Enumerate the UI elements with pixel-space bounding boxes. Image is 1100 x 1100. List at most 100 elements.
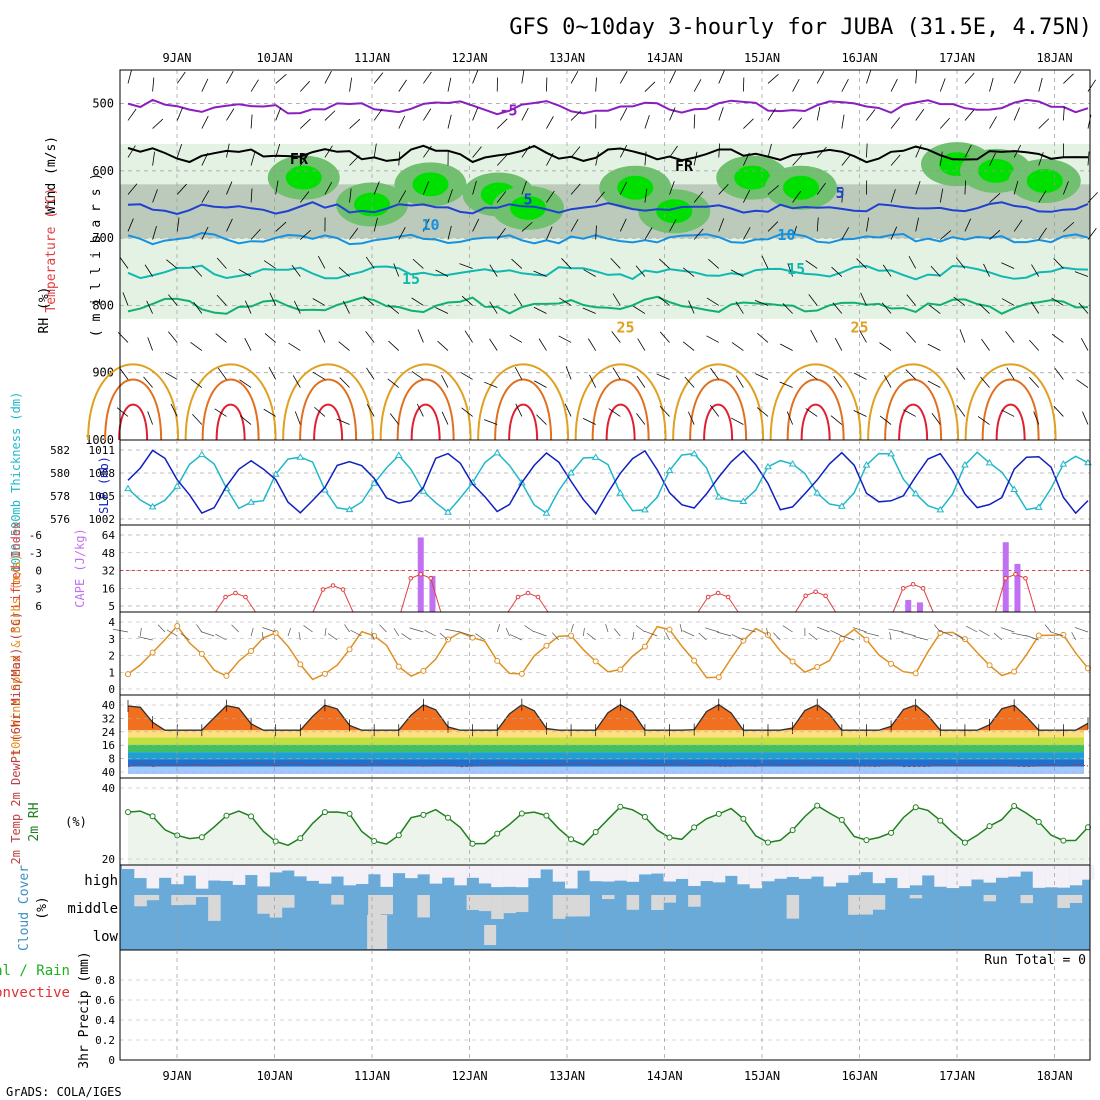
wind-barb: [460, 371, 473, 380]
wind-barb: [856, 258, 867, 269]
cloud-high-gap: [885, 865, 898, 878]
date-label-top: 17JAN: [939, 51, 975, 65]
thickness-marker: [985, 458, 994, 466]
thickness-marker: [345, 505, 354, 513]
wind-barb: [853, 372, 867, 380]
wind-barb: [693, 228, 704, 240]
wind-barb: [955, 257, 966, 269]
surface-wind-barb: [324, 627, 327, 637]
wind-barb: [743, 118, 754, 129]
wind-speed-marker: [789, 658, 796, 665]
cloud-high-gap: [700, 865, 713, 882]
rh-blob-high: [617, 175, 654, 200]
wind-barb: [292, 375, 301, 388]
rh-marker: [986, 823, 993, 830]
temp-contour-25: [769, 363, 862, 441]
cloud-middle-gap: [786, 895, 800, 919]
cloud-high-gap: [1008, 865, 1021, 877]
cloud-middle-gap: [983, 895, 997, 902]
wind-barb: [619, 107, 628, 121]
wind-barb: [964, 218, 972, 232]
rh-unit: (%): [65, 815, 87, 829]
temp-contour-35: [898, 403, 929, 441]
temp-contour-35: [508, 403, 539, 441]
wind-barb: [317, 255, 326, 269]
ylabel-cape: CAPE (J/kg): [73, 528, 87, 607]
wind-barb: [964, 109, 975, 121]
date-label-top: 14JAN: [646, 51, 682, 65]
surface-wind-barb: [766, 627, 769, 637]
thickness-tick: 578: [50, 490, 70, 503]
cloud-high-gap: [466, 865, 480, 878]
temp-contour-5: [127, 295, 1089, 315]
li-marker: [330, 583, 336, 588]
wind-speed-marker: [592, 658, 599, 665]
cloud-high-gap: [811, 865, 824, 877]
rh-marker: [149, 813, 156, 820]
cloud-high-gap: [946, 865, 960, 889]
thickness-marker: [764, 462, 772, 470]
wind-barb: [1013, 70, 1022, 84]
wind-barb: [816, 182, 826, 195]
temp-contour-1: [127, 144, 1089, 164]
wind-speed-marker: [961, 636, 968, 643]
ylabel-lifted-index: Lifted Index: [9, 522, 23, 609]
wind-barb: [349, 155, 360, 166]
cloud-middle-gap: [134, 895, 147, 907]
wind-speed-marker: [149, 649, 156, 656]
rh-tick: 20: [102, 853, 115, 866]
temp-contour-25: [477, 363, 570, 441]
rh-marker: [420, 811, 427, 818]
wind-barb: [619, 181, 628, 195]
dewpoint-line: [127, 762, 1089, 768]
surface-wind-barb: [180, 633, 190, 641]
temp-contour-30: [884, 378, 943, 441]
wind-barb: [927, 343, 941, 351]
li-marker: [233, 590, 238, 596]
wind-speed-line: [127, 624, 1089, 681]
surface-wind-barb: [509, 634, 522, 641]
wind-barb: [693, 79, 702, 92]
contour-label: 25: [850, 318, 868, 336]
cloud-high-gap: [257, 865, 270, 887]
wind-barb: [275, 74, 287, 84]
ylabel-wind-10m: 10m Wind Speed & Barbs (m/s): [9, 554, 23, 756]
surface-wind-barb: [808, 632, 818, 641]
wind-barb: [489, 301, 498, 314]
wind-barb: [250, 114, 253, 129]
wind-barb: [688, 300, 695, 314]
wind-barb: [143, 376, 153, 388]
surface-wind-barb: [409, 627, 424, 633]
wind-barb: [275, 143, 281, 158]
wind-barb: [170, 403, 178, 417]
precip-tick: 0: [108, 1054, 115, 1067]
rh-marker: [740, 815, 747, 822]
cloud-high-gap: [688, 865, 701, 886]
rh-marker: [469, 840, 476, 847]
wind-barb: [513, 293, 523, 306]
cloud-high-gap: [282, 865, 295, 871]
wind-tick: 3: [108, 633, 115, 646]
rh-marker: [445, 814, 451, 821]
wind-barb: [239, 415, 252, 425]
wind-barb: [521, 221, 533, 232]
wind-barb: [1029, 339, 1040, 351]
wind-barb: [669, 181, 675, 195]
wind-barb: [472, 218, 480, 232]
wind-speed-marker: [395, 663, 402, 670]
cloud-high-gap: [528, 865, 541, 879]
wind-barb: [484, 381, 498, 388]
pressure-tick: 600: [92, 164, 114, 178]
surface-wind-barb: [901, 632, 916, 637]
wind-barb: [983, 263, 990, 277]
cloud-high-gap: [269, 865, 283, 873]
wind-barb: [299, 153, 309, 166]
wind-barb: [176, 144, 183, 158]
rh-marker: [494, 830, 501, 837]
wind-barb: [1006, 367, 1015, 380]
wind-barb: [533, 306, 547, 314]
surface-wind-barb: [933, 624, 941, 633]
thickness-marker: [247, 498, 255, 505]
wind-barb: [1087, 151, 1090, 166]
wind-barb: [338, 341, 350, 351]
